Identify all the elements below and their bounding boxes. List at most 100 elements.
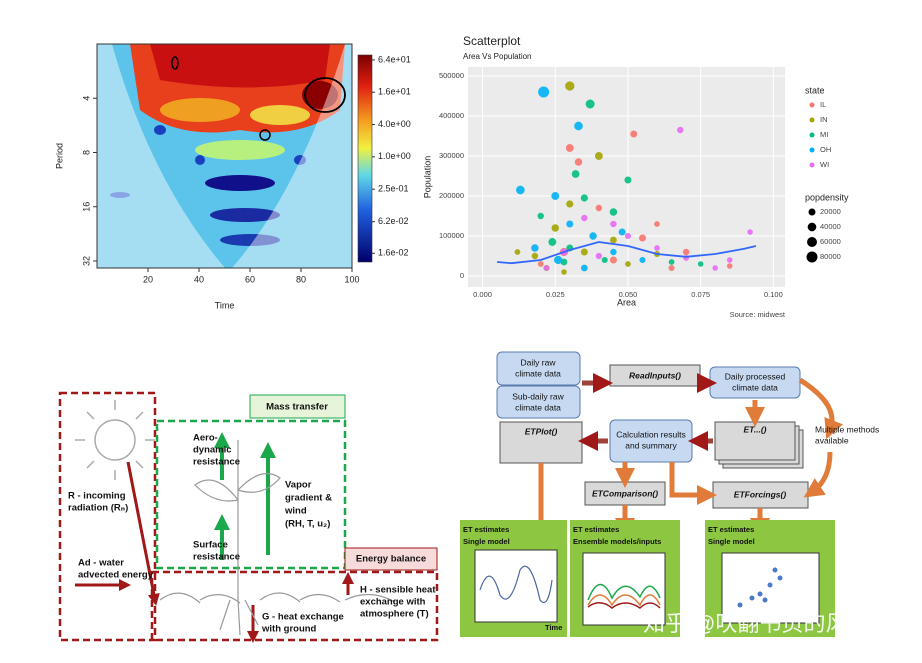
label: resistance xyxy=(193,552,240,563)
chart-subtitle: Area Vs Population xyxy=(463,52,532,61)
label: Vapor xyxy=(285,480,312,491)
point xyxy=(712,265,718,271)
y-tick-label: 32 xyxy=(81,256,91,266)
x-tick-label: 80 xyxy=(296,274,306,284)
point xyxy=(668,259,675,265)
point xyxy=(747,229,753,235)
wavelet-field xyxy=(97,44,352,268)
legend-swatch xyxy=(809,117,815,123)
panel-label: Single model xyxy=(463,537,510,546)
x-tick-label: 0.100 xyxy=(764,290,783,299)
watermark: 知乎 @吹翻书页的风 xyxy=(643,611,847,636)
point xyxy=(595,204,603,212)
box-label: climate data xyxy=(515,368,561,378)
size-legend-title: popdensity xyxy=(805,192,849,202)
label: dynamic xyxy=(193,445,232,456)
colorbar-label: 4.0e+00 xyxy=(378,119,411,129)
size-label: 60000 xyxy=(820,237,841,246)
point xyxy=(618,228,626,236)
legend-swatch xyxy=(809,147,815,153)
point xyxy=(609,256,617,264)
function: ET...() xyxy=(744,424,767,434)
x-tick-label: 100 xyxy=(344,274,359,284)
point xyxy=(638,234,646,242)
y-axis-title: Period xyxy=(54,143,64,169)
point xyxy=(580,264,588,272)
point xyxy=(639,256,646,264)
label: G - heat exchange xyxy=(262,612,344,623)
label: resistance xyxy=(193,457,240,468)
point xyxy=(589,232,597,240)
point xyxy=(601,256,608,264)
point xyxy=(566,200,574,208)
x-tick-label: 0.050 xyxy=(619,290,638,299)
x-tick-label: 60 xyxy=(245,274,255,284)
point xyxy=(654,221,660,227)
box-label: climate data xyxy=(515,402,561,412)
y-axis-title: Population xyxy=(422,156,432,199)
x-tick-label: 0.000 xyxy=(473,290,492,299)
point xyxy=(654,245,660,251)
size-swatch xyxy=(808,208,816,216)
point xyxy=(624,232,632,240)
workflow-diagram xyxy=(460,351,843,637)
box-label: and summary xyxy=(625,440,677,450)
label: gradient & xyxy=(285,493,332,504)
box-label: Mass transfer xyxy=(266,402,328,413)
point xyxy=(531,244,539,252)
legend-label: OH xyxy=(820,145,831,154)
point xyxy=(554,255,563,265)
point xyxy=(610,248,617,256)
panel-label: Ensemble models/inputs xyxy=(573,537,661,546)
chart-title: Scatterplot xyxy=(463,34,521,48)
label: exchange with xyxy=(360,597,426,608)
box-label: Daily processed xyxy=(725,371,786,381)
legend-label: MI xyxy=(820,130,828,139)
point xyxy=(726,263,733,269)
box-label: Energy balance xyxy=(356,554,426,565)
note: Multiple methods xyxy=(815,424,879,434)
point xyxy=(566,220,574,228)
label: advected energy xyxy=(78,570,154,581)
point xyxy=(594,152,603,160)
point xyxy=(610,236,617,244)
legend-label: IN xyxy=(820,115,828,124)
box-label: Calculation results xyxy=(616,429,685,439)
x-tick-label: 40 xyxy=(194,274,204,284)
point xyxy=(630,130,638,138)
point xyxy=(516,185,525,195)
point xyxy=(514,249,521,255)
point xyxy=(537,212,544,220)
label: Aero- xyxy=(193,433,218,444)
size-label: 80000 xyxy=(820,252,841,261)
y-tick-label: 0 xyxy=(460,271,464,280)
trend-line xyxy=(497,241,757,265)
point xyxy=(625,261,631,267)
x-axis-title: Time xyxy=(215,300,235,310)
point xyxy=(574,121,583,131)
size-label: 40000 xyxy=(820,222,841,231)
legend-swatch xyxy=(809,102,815,108)
y-tick-label: 400000 xyxy=(439,111,464,120)
label: atmosphere (T) xyxy=(360,609,429,620)
point xyxy=(531,252,539,260)
point xyxy=(548,238,557,246)
point xyxy=(581,214,588,222)
axis-label: Time xyxy=(545,623,562,632)
point xyxy=(543,265,550,271)
legend-title: state xyxy=(805,85,825,95)
point xyxy=(537,261,544,267)
function: ReadInputs() xyxy=(629,370,681,380)
x-tick-label: 0.075 xyxy=(691,290,710,299)
x-tick-label: 0.025 xyxy=(546,290,565,299)
label: Ad - water xyxy=(78,558,124,569)
colorbar xyxy=(357,54,373,263)
x-tick-label: 20 xyxy=(143,274,153,284)
label: H - sensible heat xyxy=(360,585,436,596)
box-label: Sub-daily raw xyxy=(512,391,564,401)
size-swatch xyxy=(807,222,817,232)
label: Surface xyxy=(193,540,228,551)
point xyxy=(580,248,588,256)
legend-swatch xyxy=(809,162,815,168)
size-swatch xyxy=(807,237,817,247)
